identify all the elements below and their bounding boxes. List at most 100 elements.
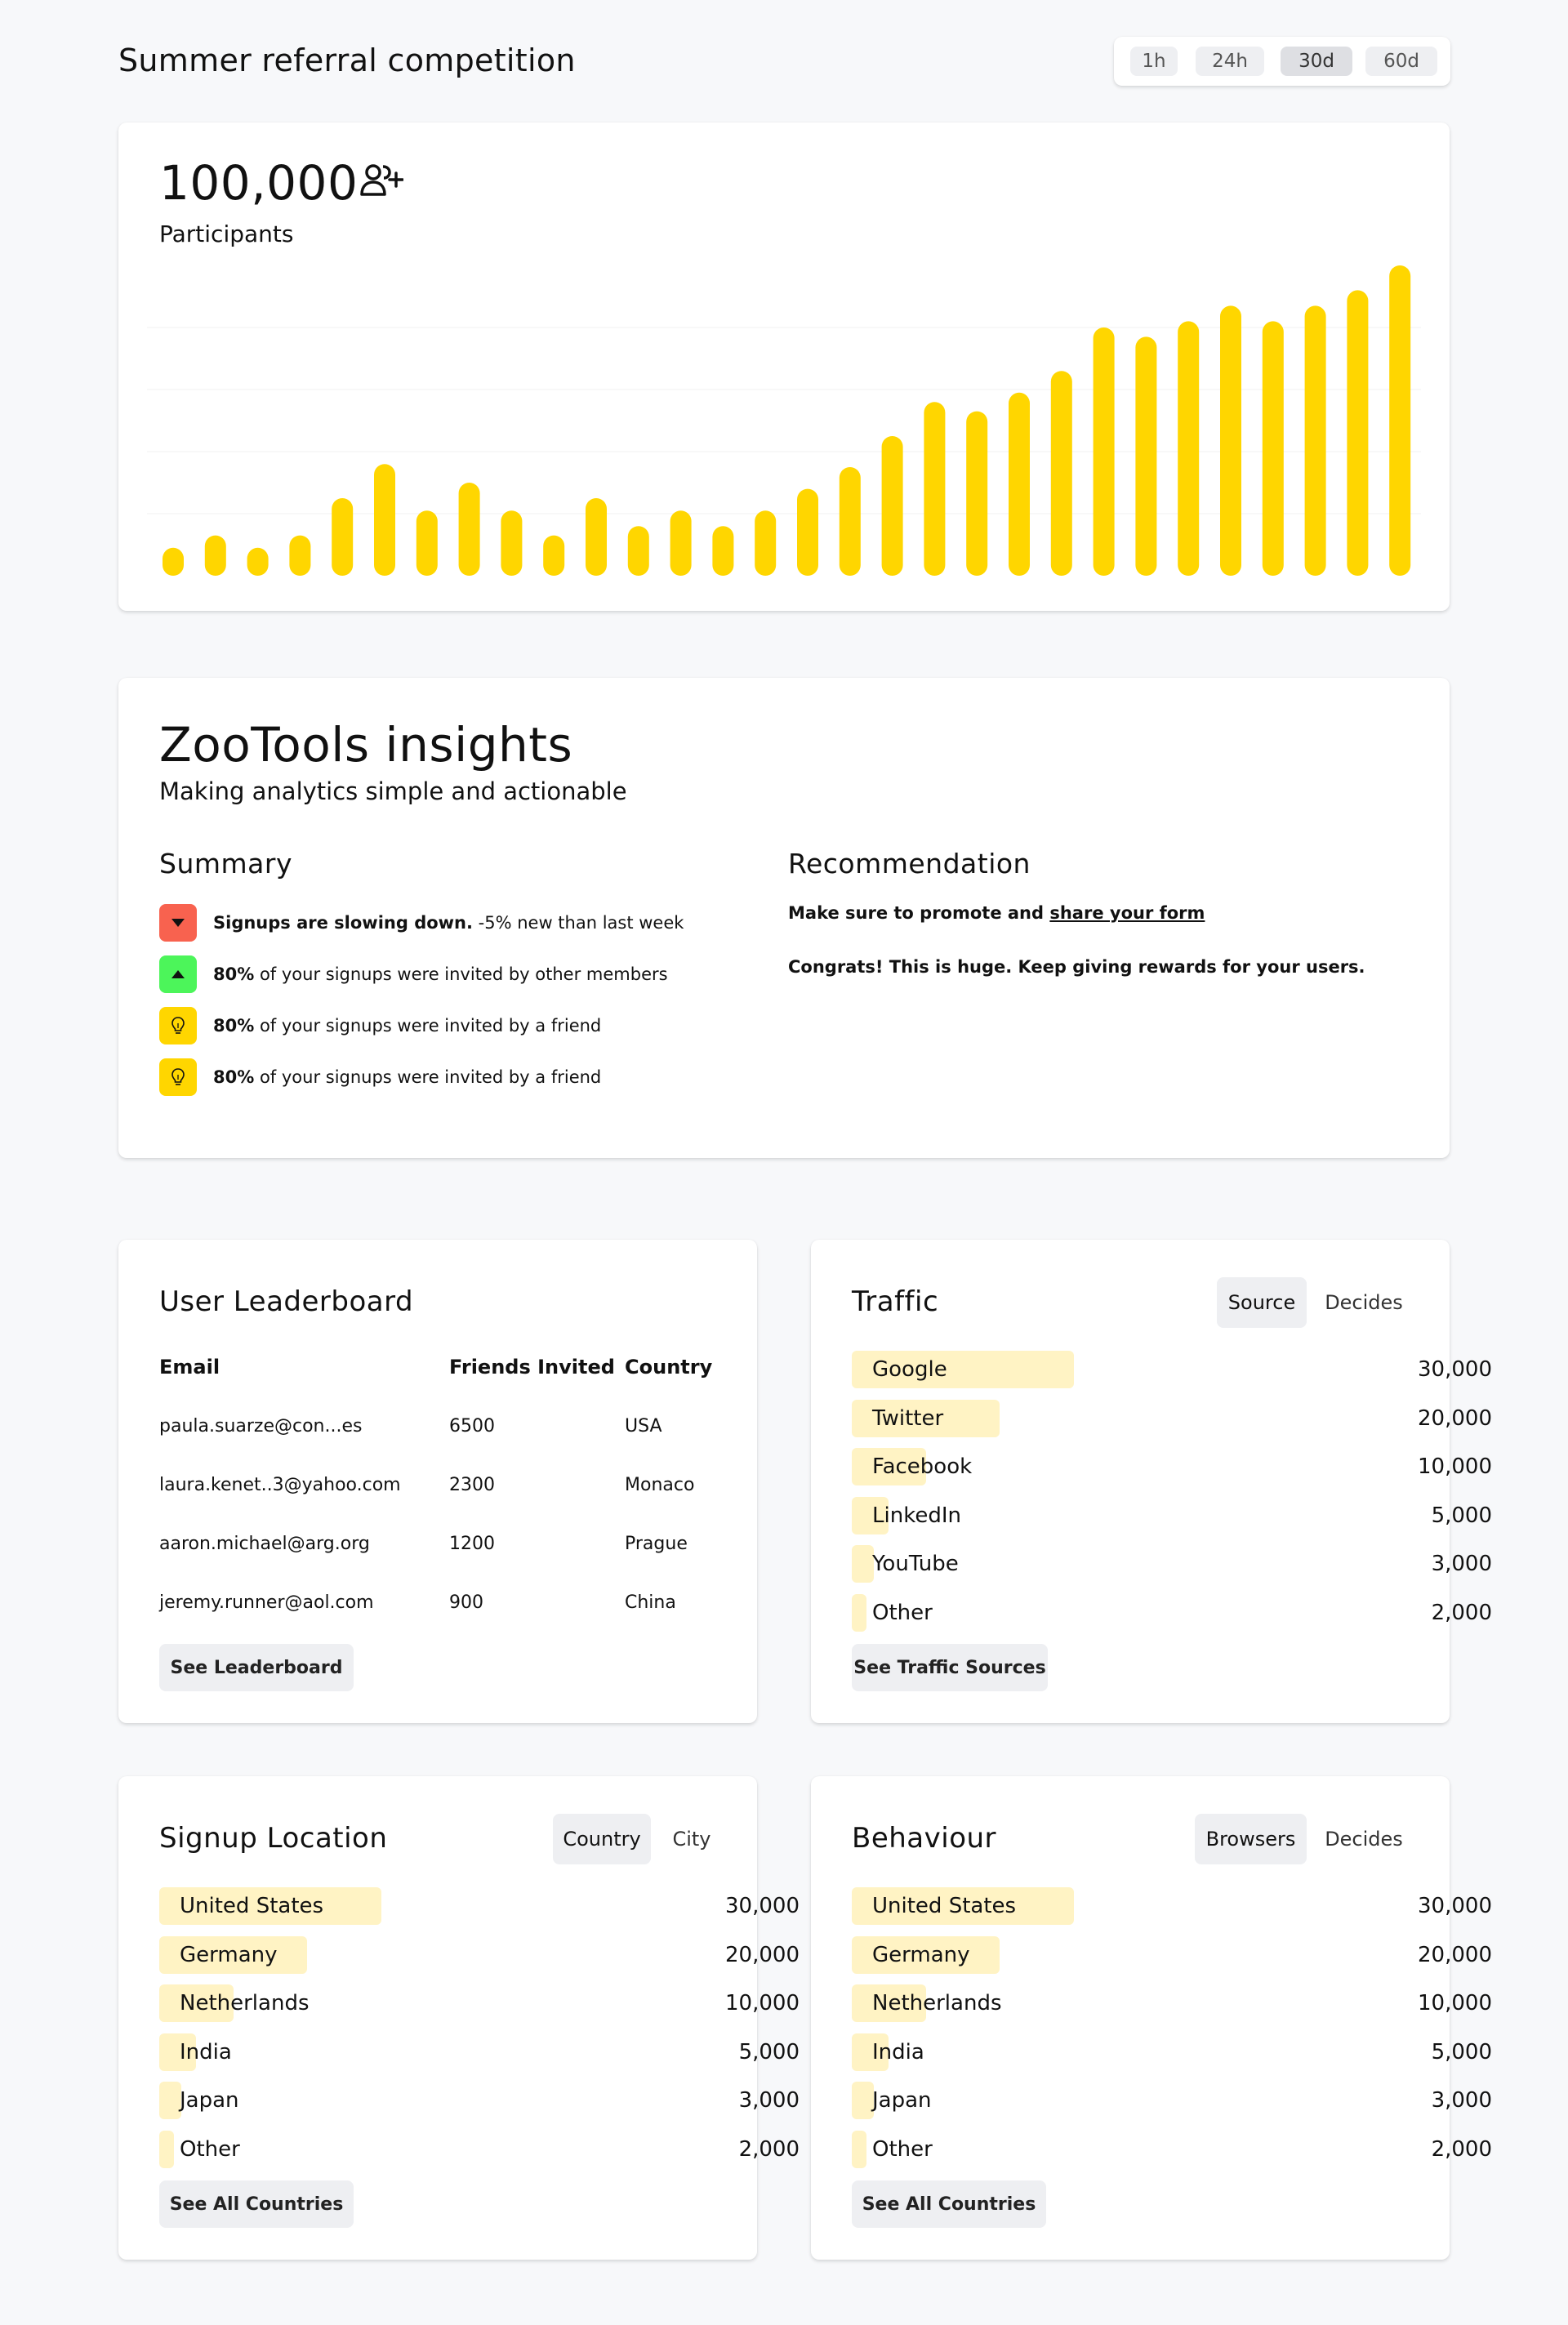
column-header-country: Country [625, 1356, 713, 1379]
time-range-selector: 1h 24h 30d 60d [1114, 37, 1450, 86]
chart-bar[interactable] [712, 526, 734, 576]
leaderboard-email: paula.suarze@con...es [159, 1416, 363, 1436]
page-title: Summer referral competition [118, 42, 576, 78]
list-item: Facebook 10,000 [852, 1448, 1492, 1485]
signup-country-toggle[interactable]: Country [553, 1814, 651, 1864]
see-leaderboard-button[interactable]: See Leaderboard [159, 1644, 354, 1691]
chart-bar[interactable] [1262, 321, 1284, 576]
chart-bar[interactable] [1304, 305, 1326, 576]
traffic-source-toggle[interactable]: Source [1217, 1277, 1307, 1328]
chart-bar[interactable] [163, 547, 184, 576]
list-item-bar [852, 2033, 889, 2071]
list-item-bar [852, 1887, 1074, 1925]
chart-bar[interactable] [881, 436, 903, 576]
leaderboard-email: aaron.michael@arg.org [159, 1534, 370, 1554]
leaderboard-country: Monaco [625, 1475, 695, 1495]
chart-bar[interactable] [289, 535, 311, 576]
chart-bar[interactable] [374, 464, 395, 576]
list-item: Netherlands 10,000 [159, 1984, 800, 2022]
chart-bar[interactable] [1009, 392, 1030, 576]
list-item-bar [852, 1496, 889, 1534]
range-60d-button[interactable]: 60d [1365, 47, 1437, 76]
list-item-value: 3,000 [1431, 2088, 1492, 2113]
list-item-bar [852, 1351, 1074, 1388]
chart-bar[interactable] [924, 402, 946, 576]
range-30d-button[interactable]: 30d [1281, 47, 1352, 76]
list-item: Germany 20,000 [852, 1935, 1492, 1974]
behaviour-title: Behaviour [852, 1822, 997, 1855]
leaderboard-invited: 6500 [449, 1416, 495, 1436]
see-all-countries-button[interactable]: See All Countries [159, 2180, 354, 2228]
list-item-label: Germany [180, 1942, 278, 1967]
summary-item: 80% of your signups were invited by a fr… [159, 1058, 601, 1096]
list-item-label: United States [872, 1894, 1017, 1918]
recommendation-heading: Recommendation [788, 848, 1031, 880]
leaderboard-email: jeremy.runner@aol.com [159, 1592, 374, 1613]
list-item: India 5,000 [852, 2033, 1492, 2071]
see-all-countries-button[interactable]: See All Countries [852, 2180, 1046, 2228]
list-item: United States 30,000 [159, 1887, 800, 1925]
list-item-bar [159, 1935, 307, 1974]
insights-card: ZooTools insights Making analytics simpl… [118, 678, 1450, 1158]
traffic-decides-toggle[interactable]: Decides [1325, 1291, 1403, 1314]
range-24h-button[interactable]: 24h [1196, 47, 1264, 76]
list-item-label: Other [180, 2136, 240, 2162]
signup-city-toggle[interactable]: City [672, 1828, 711, 1851]
list-item-bar [852, 1984, 926, 2022]
chart-bar[interactable] [839, 467, 861, 576]
chart-bar[interactable] [755, 510, 777, 576]
list-item-label: India [872, 2039, 924, 2064]
chart-bar[interactable] [1050, 371, 1072, 576]
chart-bar[interactable] [627, 526, 649, 576]
list-item-bar [852, 1545, 874, 1583]
leaderboard-country: USA [625, 1416, 662, 1436]
recommendation-congrats: Congrats! This is huge. Keep giving rewa… [788, 957, 1365, 977]
list-item: Germany 20,000 [159, 1935, 800, 1974]
range-1h-button[interactable]: 1h [1130, 47, 1178, 76]
chart-bar[interactable] [501, 510, 523, 576]
see-traffic-sources-button[interactable]: See Traffic Sources [852, 1644, 1048, 1691]
chart-bar[interactable] [797, 488, 818, 576]
list-item-label: India [180, 2039, 232, 2064]
list-item-bar [852, 1448, 926, 1485]
chart-bar[interactable] [1178, 321, 1200, 576]
behaviour-browsers-toggle[interactable]: Browsers [1195, 1814, 1307, 1864]
list-item-bar [159, 2130, 174, 2168]
chart-bar[interactable] [1389, 265, 1411, 576]
list-item-label: Japan [180, 2088, 239, 2113]
chart-bar[interactable] [1135, 336, 1157, 576]
recommendation-promote: Make sure to promote and share your form [788, 903, 1205, 923]
list-item-label: United States [180, 1894, 324, 1918]
chart-bar[interactable] [543, 535, 565, 576]
list-item-value: 2,000 [1431, 1600, 1492, 1625]
chart-bar[interactable] [204, 535, 226, 576]
leaderboard-email: laura.kenet..3@yahoo.com [159, 1475, 401, 1495]
chart-bar[interactable] [966, 411, 988, 576]
list-item: Netherlands 10,000 [852, 1984, 1492, 2022]
list-item: India 5,000 [159, 2033, 800, 2071]
chart-bar[interactable] [332, 498, 354, 576]
share-form-link[interactable]: share your form [1049, 903, 1205, 923]
participants-count: 100,000 [159, 155, 359, 211]
chart-bar[interactable] [586, 498, 607, 576]
summary-text: 80% of your signups were invited by othe… [213, 964, 668, 984]
chart-bar[interactable] [670, 510, 692, 576]
list-item-label: Google [872, 1357, 947, 1382]
traffic-card: Traffic Source Decides Google 30,000 Twitt… [811, 1240, 1492, 1723]
list-item-value: 30,000 [1418, 1357, 1492, 1382]
chart-bar[interactable] [247, 547, 269, 576]
list-item-label: YouTube [872, 1552, 959, 1576]
chart-bar[interactable] [1347, 290, 1369, 576]
list-item-value: 30,000 [1418, 1894, 1492, 1918]
summary-text: Signups are slowing down. -5% new than l… [213, 913, 684, 933]
chart-bar[interactable] [1093, 327, 1115, 576]
list-item: YouTube 3,000 [852, 1545, 1492, 1583]
chart-bar[interactable] [416, 510, 438, 576]
list-item-label: Other [872, 2136, 933, 2162]
list-item-value: 2,000 [738, 2136, 800, 2162]
list-item: Other 2,000 [852, 1593, 1492, 1632]
leaderboard-card: User Leaderboard Email Friends Invited C… [118, 1240, 757, 1723]
chart-bar[interactable] [1220, 305, 1241, 576]
behaviour-decides-toggle[interactable]: Decides [1325, 1828, 1403, 1851]
chart-bar[interactable] [458, 483, 480, 576]
